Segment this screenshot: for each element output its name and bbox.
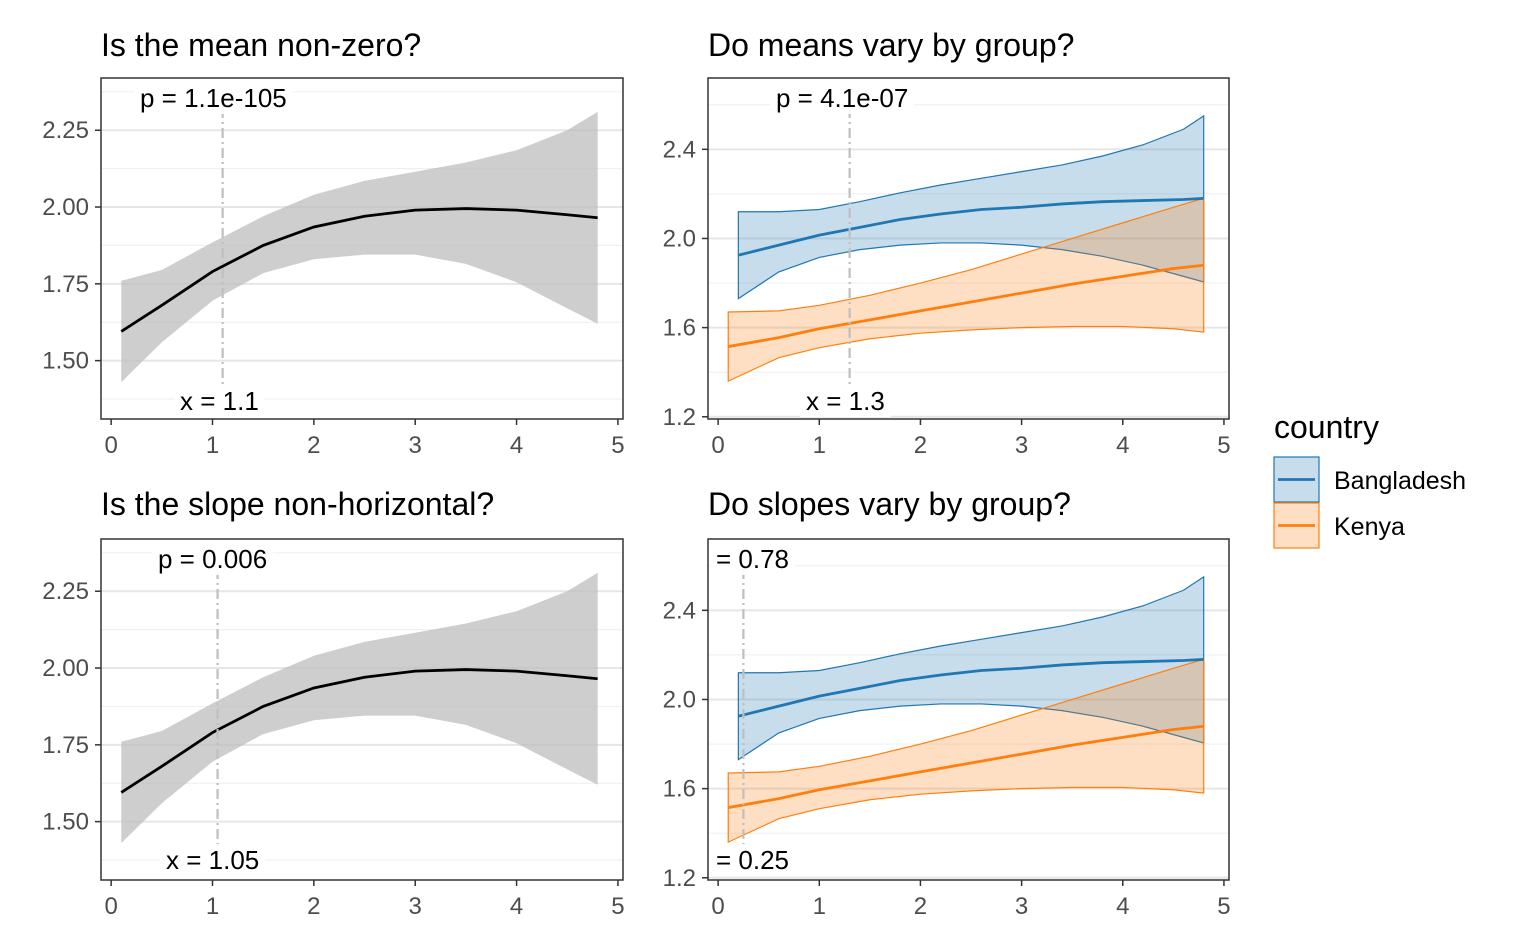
x-tick-label: 0 [104,432,117,459]
panel-title: Is the mean non-zero? [101,27,421,63]
x-tick-label: 3 [409,893,422,920]
y-tick-label: 2.00 [42,194,89,221]
fit-line-bangladesh [738,196,1204,257]
x-tick-label: 4 [510,893,523,920]
legend-title: country [1274,409,1379,445]
fit-line-bangladesh [738,657,1204,718]
x-tick-label: 2 [914,893,927,920]
x-tick-label: 2 [307,893,320,920]
fit-line [120,668,598,794]
fit-line-kenya [727,263,1204,348]
panel-1: Is the mean non-zero? p = 1.1e-105 x = 1.1… [42,27,624,459]
y-tick-label: 1.6 [663,776,696,803]
y-tick-label: 2.0 [663,225,696,252]
annotation-p-value-box [770,82,915,114]
panel-border [707,538,1230,881]
panel-border [100,538,624,881]
annotation-x-value-box [174,385,265,417]
annotation-p-value-box [710,543,796,575]
annotation-p-value-box [152,543,274,575]
y-tick-label: 2.25 [42,117,89,144]
annotation-p-value: = 0.78 [716,544,789,574]
panel-3: Is the slope non-horizontal? p = 0.006 x =… [42,486,624,920]
y-tick-label: 1.75 [42,732,89,759]
x-tick-label: 4 [1116,432,1129,459]
ci-band [121,111,598,383]
panel-2: Do means vary by group? p = 4.1e-07 x = 1.… [663,27,1231,459]
ci-band-kenya [727,197,1205,383]
y-tick-label: 1.6 [663,315,696,342]
x-tick-label: 2 [914,432,927,459]
x-tick-label: 1 [206,432,219,459]
x-tick-label: 0 [711,432,724,459]
panel-title: Do means vary by group? [708,27,1074,63]
annotation-p-value-box [134,82,293,114]
y-tick-label: 2.4 [663,136,696,163]
annotation-x-value-box [710,844,796,876]
plot-background [708,539,1229,880]
x-tick-label: 5 [611,432,624,459]
fit-line [120,207,598,333]
y-tick-label: 2.4 [663,597,696,624]
x-tick-label: 4 [510,432,523,459]
x-tick-label: 1 [813,893,826,920]
x-tick-label: 1 [206,893,219,920]
legend-label: Kenya [1334,513,1405,541]
ci-band [121,572,598,844]
annotation-x-value: x = 1.05 [166,845,259,875]
y-tick-label: 1.50 [42,348,89,375]
x-tick-label: 1 [813,432,826,459]
x-tick-label: 3 [1015,432,1028,459]
y-tick-label: 1.2 [663,865,696,892]
y-tick-label: 2.25 [42,578,89,605]
panel-title: Is the slope non-horizontal? [101,486,494,522]
annotation-x-value-box [800,385,891,417]
legend-item-bangladesh: Bangladesh [1273,456,1466,503]
x-tick-label: 2 [307,432,320,459]
y-tick-label: 1.75 [42,271,89,298]
y-tick-label: 1.2 [663,404,696,431]
annotation-x-value: = 0.25 [716,845,789,875]
x-tick-label: 4 [1116,893,1129,920]
annotation-x-value: x = 1.3 [806,386,885,416]
annotation-p-value: p = 0.006 [158,544,267,574]
ci-band-kenya [727,658,1205,844]
y-tick-label: 2.0 [663,686,696,713]
annotation-p-value: p = 1.1e-105 [140,83,287,113]
panel-title: Do slopes vary by group? [708,486,1071,522]
panel-border [100,77,624,420]
x-tick-label: 0 [104,893,117,920]
plot-background [708,78,1229,419]
fit-line-kenya [727,724,1204,809]
x-tick-label: 3 [409,432,422,459]
x-tick-label: 5 [611,893,624,920]
panel-border [707,77,1230,420]
x-tick-label: 0 [711,893,724,920]
annotation-x-value-box [160,844,266,876]
y-tick-label: 2.00 [42,655,89,682]
annotation-p-value: p = 4.1e-07 [776,83,908,113]
legend: country Bangladesh Kenya [1273,409,1466,549]
legend-item-kenya: Kenya [1273,502,1405,549]
annotation-x-value: x = 1.1 [180,386,259,416]
y-tick-label: 1.50 [42,809,89,836]
legend-label: Bangladesh [1334,467,1466,495]
panel-4: Do slopes vary by group? = 0.78 = 0.25 1.2 1… [663,486,1231,920]
x-tick-label: 5 [1217,893,1230,920]
x-tick-label: 3 [1015,893,1028,920]
x-tick-label: 5 [1217,432,1230,459]
